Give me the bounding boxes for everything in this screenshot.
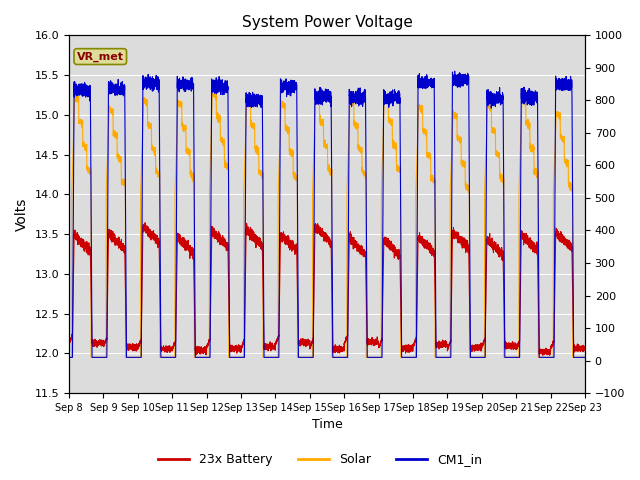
Title: System Power Voltage: System Power Voltage (241, 15, 412, 30)
Y-axis label: Volts: Volts (15, 198, 29, 231)
Legend: 23x Battery, Solar, CM1_in: 23x Battery, Solar, CM1_in (153, 448, 487, 471)
Text: VR_met: VR_met (77, 51, 124, 62)
X-axis label: Time: Time (312, 419, 342, 432)
